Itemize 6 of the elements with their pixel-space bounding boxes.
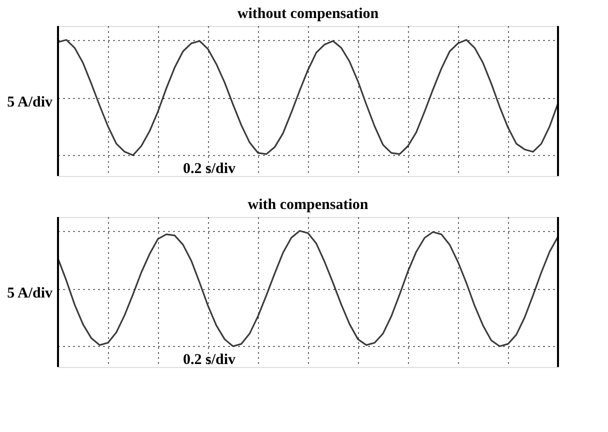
y-axis-title: 5 A/div xyxy=(7,94,53,110)
text: 0.2 s/div xyxy=(183,352,236,368)
y-axis-title: 5 A/div xyxy=(7,286,53,302)
chart-title: with compensation xyxy=(248,197,369,213)
text: 0.2 s/div xyxy=(183,161,236,177)
chart-title: without compensation xyxy=(237,6,380,22)
